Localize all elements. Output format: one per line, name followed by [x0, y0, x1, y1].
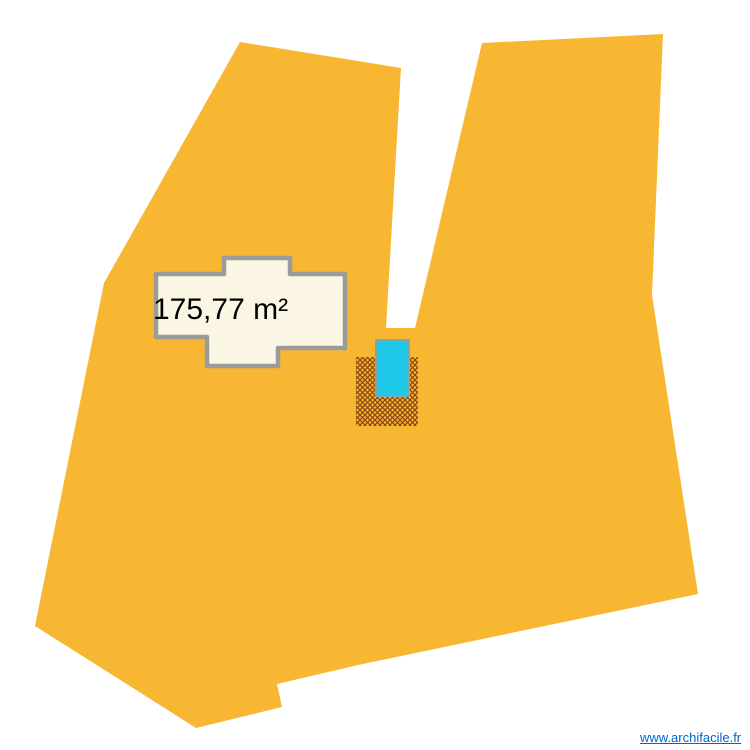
- site-plan-canvas: [0, 0, 750, 750]
- building-area-label: 175,77 m²: [153, 293, 288, 327]
- swimming-pool-shape: [376, 340, 409, 396]
- watermark-link[interactable]: www.archifacile.fr: [640, 730, 741, 745]
